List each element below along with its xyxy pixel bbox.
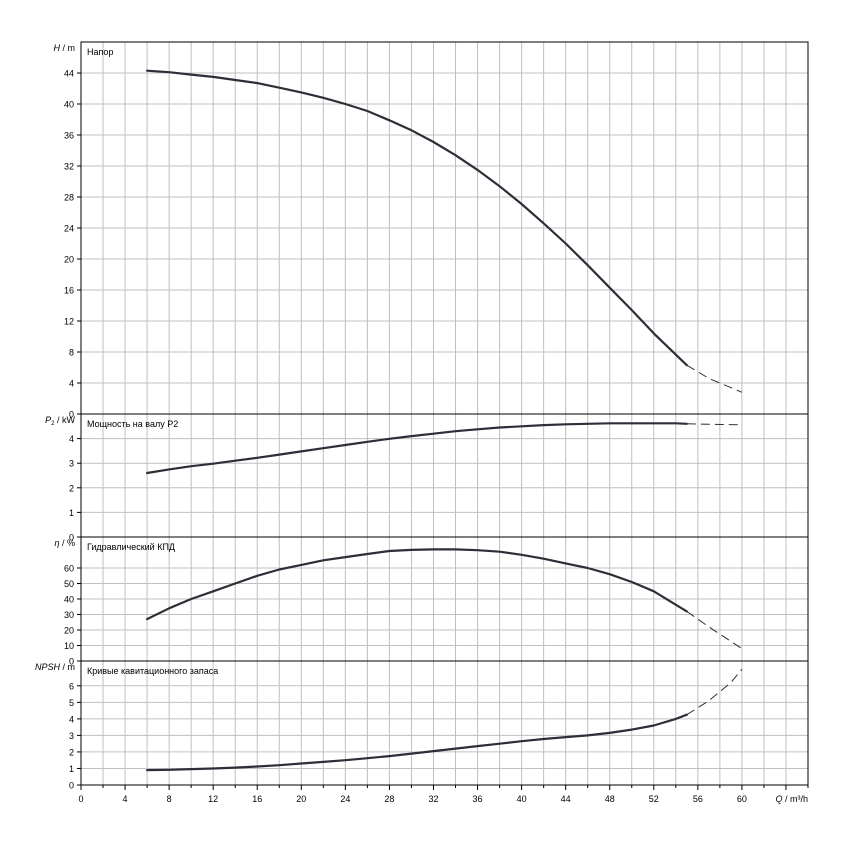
x-tick-label: 8 (167, 794, 172, 804)
curve-dashed (686, 668, 743, 716)
curve-dashed (686, 610, 743, 650)
curve-solid (146, 713, 688, 772)
y-axis-label: η / % (54, 538, 75, 548)
chart-panel-2: 0 1 2 3 4 P2 / kW Мощность на валу P2 (45, 413, 809, 543)
panel-title: Напор (87, 47, 113, 57)
y-tick-label: 32 (64, 162, 74, 172)
curve-solid (146, 422, 688, 475)
chart-panel-3: 0 10 20 30 40 50 60 η / % Гидравлический КПД (54, 536, 809, 667)
x-tick-label: 20 (296, 794, 306, 804)
x-tick-label: 60 (737, 794, 747, 804)
y-tick-label: 24 (64, 224, 74, 234)
y-tick-label: 3 (69, 731, 74, 741)
y-tick-label: 60 (64, 564, 74, 574)
y-tick-label: 1 (69, 508, 74, 518)
x-tick-label: 56 (693, 794, 703, 804)
x-tick-label: 0 (78, 794, 83, 804)
y-tick-label: 8 (69, 348, 74, 358)
curve-solid (146, 69, 688, 367)
y-tick-label: 20 (64, 255, 74, 265)
y-tick-label: 3 (69, 459, 74, 469)
x-tick-label: 24 (340, 794, 350, 804)
y-tick-label: 12 (64, 317, 74, 327)
y-tick-label: 50 (64, 579, 74, 589)
y-axis-label: NPSH / m (35, 662, 75, 672)
x-tick-label: 4 (123, 794, 128, 804)
x-tick-label: 32 (428, 794, 438, 804)
chart-panel-1: 0 4 8 12 16 20 24 28 32 36 40 44 H / m Напор (54, 41, 809, 420)
x-tick-label: 48 (605, 794, 615, 804)
x-axis: 0 4 8 12 16 20 24 28 32 36 40 44 48 52 56 60 Q / m³/h (78, 785, 809, 804)
y-tick-label: 4 (69, 379, 74, 389)
y-tick-label: 4 (69, 434, 74, 444)
y-axis-label: P2 / kW (45, 415, 75, 427)
x-tick-label: 28 (384, 794, 394, 804)
x-tick-label: 40 (517, 794, 527, 804)
y-tick-label: 0 (69, 657, 74, 667)
y-tick-label: 4 (69, 714, 74, 724)
y-tick-label: 16 (64, 286, 74, 296)
y-tick-label: 6 (69, 681, 74, 691)
x-tick-label: 16 (252, 794, 262, 804)
x-axis-label: Q / m³/h (775, 794, 808, 804)
y-tick-label: 40 (64, 100, 74, 110)
y-tick-label: 20 (64, 626, 74, 636)
y-tick-label: 0 (69, 410, 74, 420)
y-tick-label: 10 (64, 641, 74, 651)
panel-title: Кривые кавитационного запаса (87, 666, 218, 676)
y-tick-label: 30 (64, 610, 74, 620)
panel-frame (80, 660, 809, 786)
x-tick-label: 12 (208, 794, 218, 804)
panel-title: Мощность на валу P2 (87, 419, 178, 429)
curve-solid (146, 548, 688, 621)
y-tick-label: 44 (64, 69, 74, 79)
x-tick-label: 44 (561, 794, 571, 804)
x-tick-label: 52 (649, 794, 659, 804)
y-tick-label: 36 (64, 131, 74, 141)
curve-dashed (686, 423, 742, 426)
y-tick-label: 0 (69, 533, 74, 543)
y-tick-label: 2 (69, 483, 74, 493)
curve-dashed (686, 364, 743, 393)
y-axis-label: H / m (54, 43, 76, 53)
y-tick-label: 5 (69, 698, 74, 708)
y-tick-label: 2 (69, 747, 74, 757)
panel-title: Гидравлический КПД (87, 542, 175, 552)
chart-panel-4: 0 1 2 3 4 5 6 NPSH / m Кривые кавитационного зап… (35, 660, 809, 791)
y-tick-label: 40 (64, 595, 74, 605)
y-tick-label: 1 (69, 764, 74, 774)
y-tick-label: 0 (69, 781, 74, 791)
x-tick-label: 36 (473, 794, 483, 804)
y-tick-label: 28 (64, 193, 74, 203)
